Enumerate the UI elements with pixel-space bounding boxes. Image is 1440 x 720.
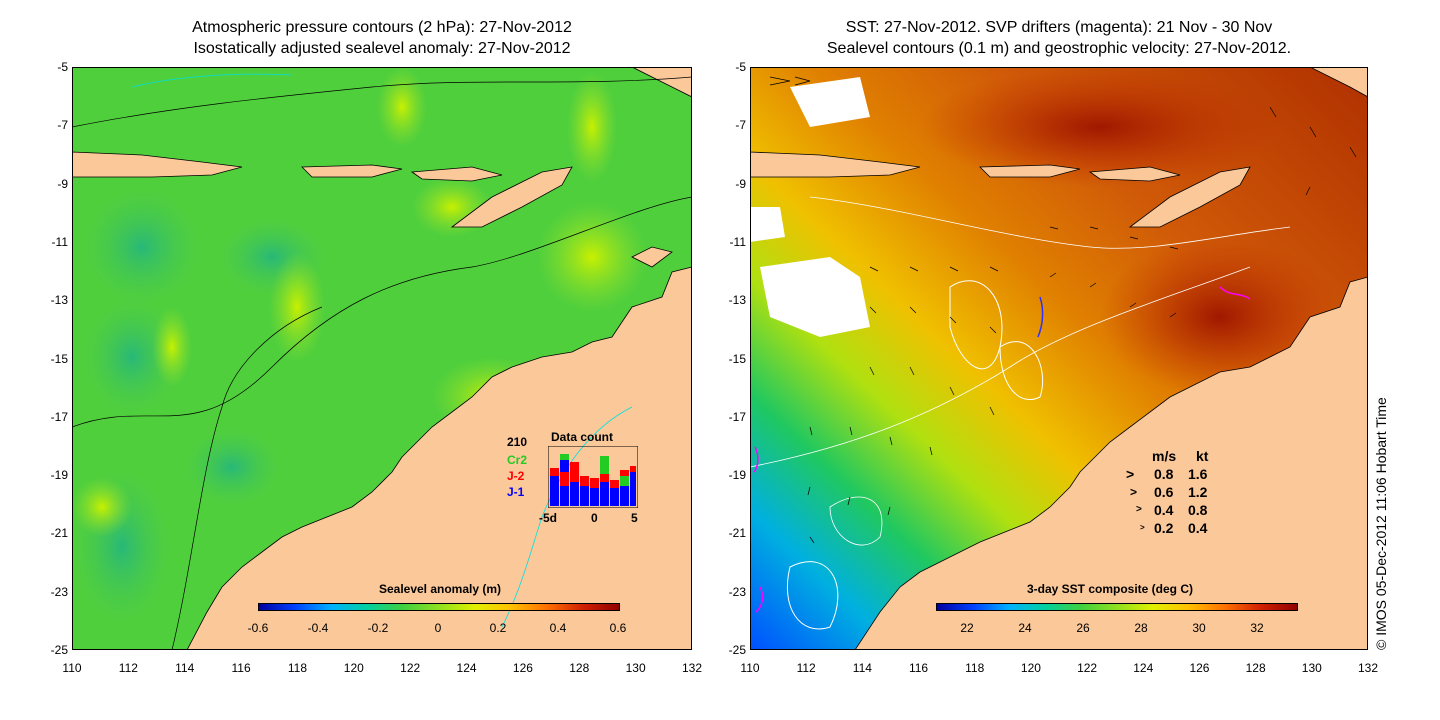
legend-header-ms: m/s: [1152, 448, 1177, 464]
sea-level-anomaly-field: [72, 67, 692, 650]
histogram-bars: [550, 454, 636, 506]
inset-xtick-end: 5: [631, 511, 638, 525]
sea-level-anomaly-map[interactable]: [72, 67, 692, 650]
series-label-j1: J-1: [507, 485, 525, 499]
legend-ms: 0.4: [1154, 502, 1174, 518]
left-xtick: 122: [400, 661, 421, 675]
left-cbtick: 0.6: [609, 621, 627, 635]
right-ytick: -15: [728, 351, 746, 366]
right-ytick: -25: [728, 643, 746, 657]
right-xtick: 118: [965, 661, 985, 675]
right-title-line2: Sealevel contours (0.1 m) and geostrophi…: [826, 40, 1292, 57]
left-cbtick: -0.2: [367, 621, 389, 635]
right-cbtick: 26: [1076, 621, 1090, 635]
sea-level-colorbar: [258, 603, 620, 611]
right-colorbar-title: 3-day SST composite (deg C): [1026, 582, 1194, 596]
left-xtick: 110: [62, 661, 82, 675]
left-xtick: 132: [681, 661, 703, 675]
right-xtick: 110: [740, 661, 760, 675]
geostrophic-velocity-arrows: [769, 76, 1357, 544]
left-ytick: -17: [50, 409, 68, 424]
left-ytick: -15: [50, 351, 68, 366]
left-cbtick: -0.6: [247, 621, 269, 635]
left-colorbar-title: Sealevel anomaly (m): [378, 582, 502, 596]
left-title-line1: Atmospheric pressure contours (2 hPa): 2…: [192, 19, 572, 36]
legend-arrow: >: [1140, 523, 1145, 532]
right-cbtick: 28: [1134, 621, 1148, 635]
left-xtick: 116: [231, 661, 251, 675]
legend-kt: 1.2: [1188, 484, 1208, 500]
sst-colorbar: [936, 603, 1298, 611]
left-cbtick: -0.4: [307, 621, 329, 635]
legend-arrow: >: [1136, 504, 1142, 515]
left-ytick: -19: [50, 468, 68, 483]
right-xtick: 122: [1077, 661, 1098, 675]
right-xtick: 120: [1020, 661, 1041, 675]
right-ytick: -13: [728, 293, 746, 308]
left-xtick: 120: [343, 661, 364, 675]
left-xtick: 114: [175, 661, 195, 675]
data-count-inset: 210 Data count Cr2 J-2 J-1 -5d 0 5: [505, 428, 645, 528]
left-cbtick: 0.2: [489, 621, 507, 635]
left-ytick: -11: [51, 234, 68, 249]
left-ytick: -13: [50, 293, 68, 308]
right-xtick: 130: [1301, 661, 1322, 675]
left-cbtick: 0.4: [549, 621, 567, 635]
data-count-title: Data count: [551, 430, 614, 444]
series-label-j2: J-2: [507, 469, 525, 483]
left-ytick: -23: [50, 584, 68, 599]
right-ytick: -17: [728, 409, 746, 424]
legend-arrow: >: [1126, 466, 1135, 482]
legend-ms: 0.6: [1154, 484, 1174, 500]
right-xtick: 116: [908, 661, 929, 675]
left-xtick: 124: [456, 661, 477, 675]
left-xtick: 112: [118, 661, 138, 675]
velocity-legend: m/s kt > 0.8 1.6 > 0.6 1.2 > 0.4 0.8 > 0…: [1124, 448, 1234, 538]
legend-header-kt: kt: [1196, 448, 1209, 464]
inset-xtick-zero: 0: [591, 511, 598, 525]
right-ytick: -11: [729, 234, 746, 249]
legend-arrow: >: [1130, 485, 1138, 499]
left-ytick: -21: [50, 526, 68, 541]
left-xtick: 128: [569, 661, 590, 675]
inset-xtick-start: -5d: [539, 511, 557, 525]
legend-kt: 0.4: [1188, 520, 1208, 536]
right-ytick: -19: [728, 468, 746, 483]
right-ytick: -23: [728, 584, 746, 599]
right-xtick: 112: [796, 661, 816, 675]
legend-kt: 1.6: [1188, 466, 1208, 482]
left-ytick: -7: [57, 118, 68, 133]
right-ytick: -21: [728, 526, 746, 541]
series-label-cr2: Cr2: [507, 453, 528, 467]
right-cbtick: 30: [1192, 621, 1206, 635]
right-xtick: 114: [852, 661, 872, 675]
left-ytick: -25: [50, 643, 68, 657]
right-xtick: 124: [1133, 661, 1154, 675]
right-xtick: 128: [1245, 661, 1266, 675]
right-title-line1: SST: 27-Nov-2012. SVP drifters (magenta)…: [845, 19, 1273, 36]
legend-ms: 0.8: [1154, 466, 1174, 482]
left-ytick: -9: [57, 176, 68, 191]
sst-map[interactable]: [750, 67, 1368, 650]
right-ytick: -9: [735, 176, 746, 191]
right-ytick: -5: [735, 60, 746, 74]
data-count-total: 210: [507, 435, 528, 449]
sst-field: [750, 67, 1368, 650]
right-ytick: -7: [735, 118, 746, 133]
right-cbtick: 32: [1250, 621, 1264, 635]
imos-credit: © IMOS 05-Dec-2012 11:06 Hobart Time: [1373, 397, 1389, 650]
right-cbtick: 22: [960, 621, 974, 635]
right-cbtick: 24: [1018, 621, 1032, 635]
left-ytick: -5: [57, 60, 68, 74]
data-count-histogram: [548, 446, 638, 508]
left-xtick: 118: [287, 661, 308, 675]
left-title-line2: Isostatically adjusted sealevel anomaly:…: [193, 40, 571, 57]
left-xtick: 130: [625, 661, 646, 675]
right-xtick: 126: [1189, 661, 1210, 675]
legend-ms: 0.2: [1154, 520, 1174, 536]
left-cbtick: 0: [434, 621, 442, 635]
right-xtick: 132: [1357, 661, 1379, 675]
legend-kt: 0.8: [1188, 502, 1208, 518]
left-xtick: 126: [512, 661, 533, 675]
